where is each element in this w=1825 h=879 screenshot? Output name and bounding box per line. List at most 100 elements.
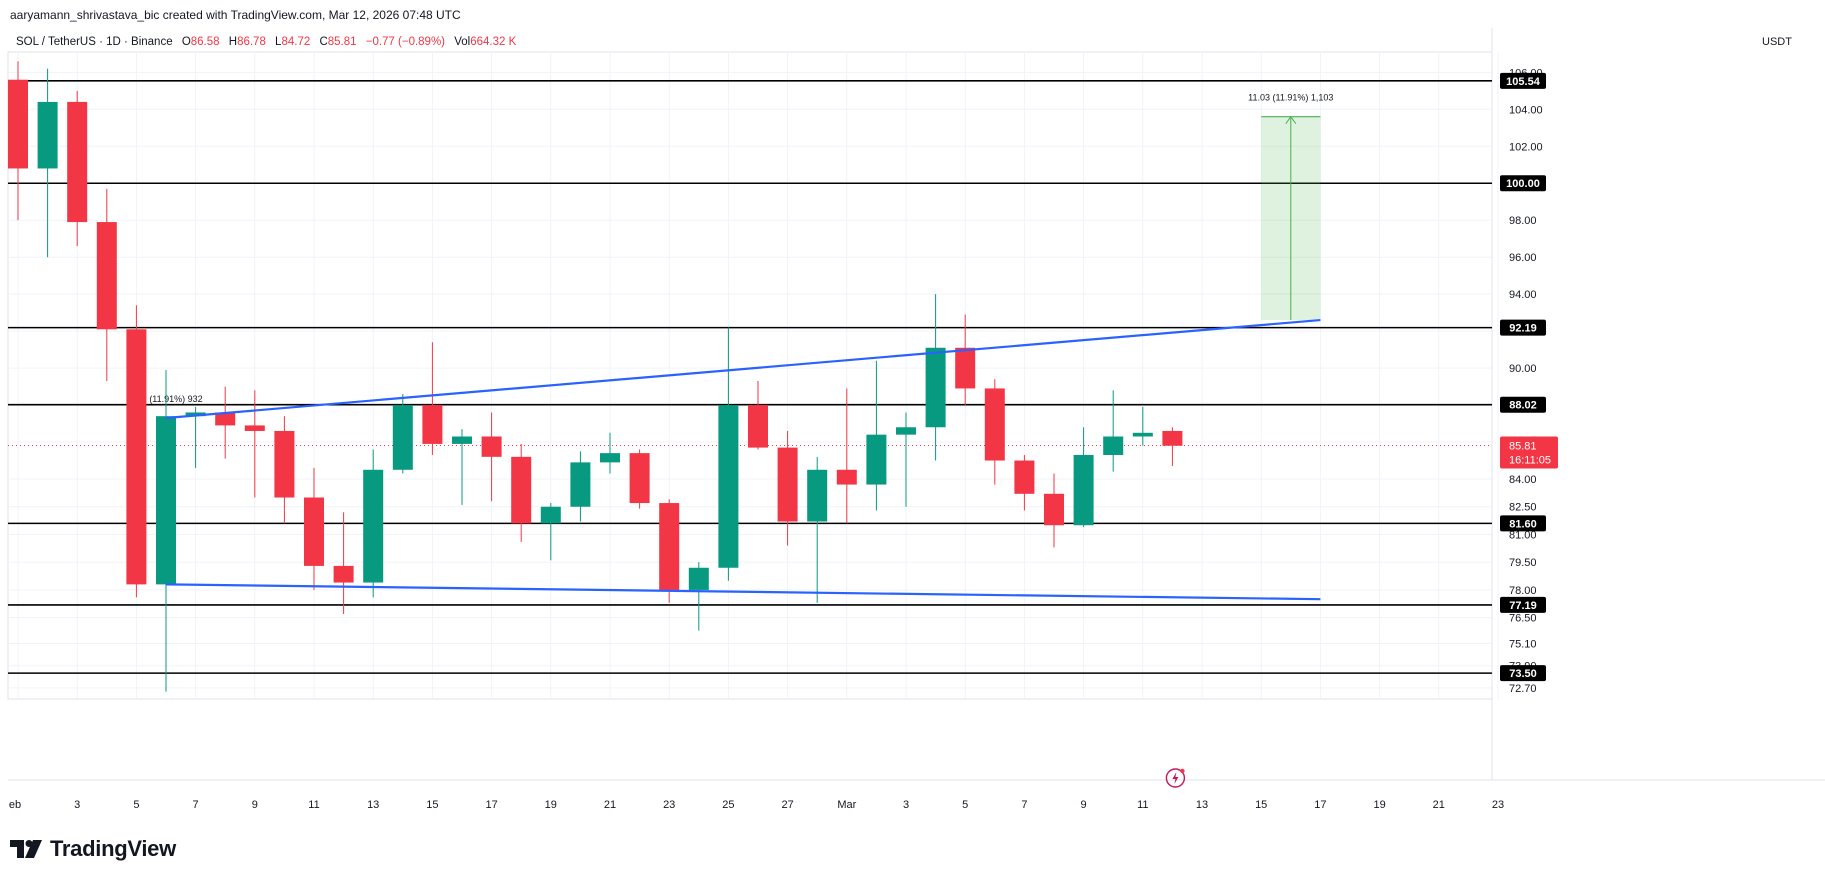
candle-body-down [304, 497, 324, 566]
time-tick-label: 23 [1492, 799, 1504, 811]
trendlines[interactable] [165, 318, 1321, 601]
candle-body-up [392, 405, 413, 470]
volume-value: 664.32 K [470, 36, 517, 48]
level-badge [1500, 396, 1546, 413]
level-badge [1500, 515, 1546, 532]
price-tick-label: 72.70 [1509, 683, 1537, 695]
price-tick-label: 84.00 [1509, 474, 1537, 486]
candle-body-up [718, 405, 739, 568]
candle-body-down [1162, 430, 1183, 446]
trendline-upper [165, 318, 1321, 420]
candle-body-down [836, 469, 857, 485]
level-badge-label: 92.19 [1509, 323, 1537, 335]
symbol-legend[interactable]: SOL / TetherUS · 1D · Binance O86.58 H86… [16, 36, 516, 48]
time-tick-label: 15 [426, 799, 438, 811]
price-tick-label: 98.00 [1509, 215, 1537, 227]
level-badge [1500, 319, 1546, 336]
change-value: −0.77 (−0.89%) [365, 36, 446, 48]
time-tick-label: 15 [1255, 799, 1267, 811]
price-tick-label: 90.00 [1509, 363, 1537, 375]
candle-body-up [1073, 454, 1094, 526]
price-tick-label: 82.50 [1509, 502, 1537, 514]
candle-body-down [67, 101, 88, 223]
time-tick-label: 5 [133, 799, 139, 811]
level-badge-label: 77.19 [1509, 600, 1537, 612]
candle-body-up [37, 101, 58, 169]
candle-body-up [363, 469, 384, 583]
price-tick-label: 102.00 [1509, 141, 1543, 153]
price-tick-label: 78.00 [1509, 585, 1537, 597]
time-tick-label: 3 [74, 799, 80, 811]
time-tick-label: 19 [545, 799, 557, 811]
close-value: 85.81 [327, 36, 357, 48]
time-tick-label: 19 [1373, 799, 1385, 811]
brand-logo[interactable]: TradingView [10, 836, 176, 862]
level-badge [1500, 175, 1546, 192]
time-tick-label: 5 [962, 799, 968, 811]
misc-icons[interactable] [1165, 768, 1186, 788]
candle-body-up [925, 347, 946, 428]
time-tick-label: 23 [663, 799, 675, 811]
time-tick-label: 11 [308, 799, 319, 811]
low-label: L [275, 36, 282, 48]
candle-body-up [600, 453, 620, 463]
level-badge-label: 88.02 [1509, 400, 1537, 412]
candle-body-up [1103, 436, 1124, 455]
price-tick-label: 94.00 [1509, 289, 1537, 301]
time-tick-label: eb [9, 799, 21, 811]
candle-body-up [540, 506, 561, 524]
symbol-title: SOL / TetherUS · 1D · Binance [16, 36, 173, 48]
time-tick-label: 27 [781, 799, 793, 811]
candle-body-down [274, 430, 295, 498]
candle-body-up [452, 436, 472, 444]
measure-arrow-head [1285, 115, 1297, 124]
price-badges: 105.54 100.00 92.19 88.02 81.60 77.19 73.50 85.… [1500, 72, 1558, 682]
candle-body-up [156, 416, 176, 585]
high-value: 86.78 [237, 36, 266, 48]
candle-body-up [866, 434, 887, 485]
candle-body-down [659, 503, 680, 590]
price-tick-label: 79.50 [1509, 557, 1537, 569]
candle-body-down [984, 388, 1005, 461]
candle-body-down [96, 222, 117, 330]
horizontal-levels[interactable] [8, 80, 1492, 674]
low-value: 84.72 [281, 36, 311, 48]
notification-dot-icon [1180, 768, 1185, 774]
time-axis[interactable]: eb 3 5 7 9 11 13 15 17 19 21 23 25 27 Mar 3 5 7 9 11 13 15 17 1… [9, 799, 1504, 811]
candle-body-down [422, 405, 443, 444]
lightning-icon [1165, 768, 1186, 788]
time-tick-label: 9 [252, 799, 258, 811]
candle-body-down [1044, 493, 1064, 526]
time-tick-label: 17 [485, 799, 497, 811]
candle-body-up [185, 412, 206, 417]
candle-body-up [807, 469, 828, 522]
candle-body-down [481, 436, 502, 457]
candle-body-down [244, 425, 265, 431]
price-tick-label: 76.50 [1509, 613, 1537, 625]
level-badge-label: 81.60 [1509, 518, 1537, 530]
level-badge-label: 100.00 [1506, 178, 1540, 190]
time-tick-label: 11 [1137, 799, 1148, 811]
trendline-lower [165, 583, 1321, 601]
time-tick-label: Mar [837, 799, 856, 811]
countdown-label: 16:11:05 [1509, 455, 1551, 467]
candle-body-up [570, 462, 591, 507]
candle-body-up [688, 567, 709, 590]
candle-body-down [333, 565, 354, 583]
candle-body-up [896, 427, 916, 435]
time-tick-label: 9 [1081, 799, 1087, 811]
currency-unit[interactable]: USDT [1762, 36, 1792, 48]
volume-label: Vol [454, 36, 471, 48]
time-tick-label: 25 [722, 799, 734, 811]
measure-label: 11.03 (11.91%) 1,103 [1248, 93, 1333, 103]
time-tick-label: 3 [903, 799, 909, 811]
candle-body-down [955, 347, 976, 389]
open-value: 86.58 [190, 36, 220, 48]
high-label: H [228, 36, 238, 48]
candle-body-up [1132, 432, 1153, 437]
close-label: C [319, 36, 328, 48]
current-price-badge [1500, 436, 1558, 469]
candle-body-down [629, 453, 650, 504]
candle-body-down [748, 405, 768, 448]
